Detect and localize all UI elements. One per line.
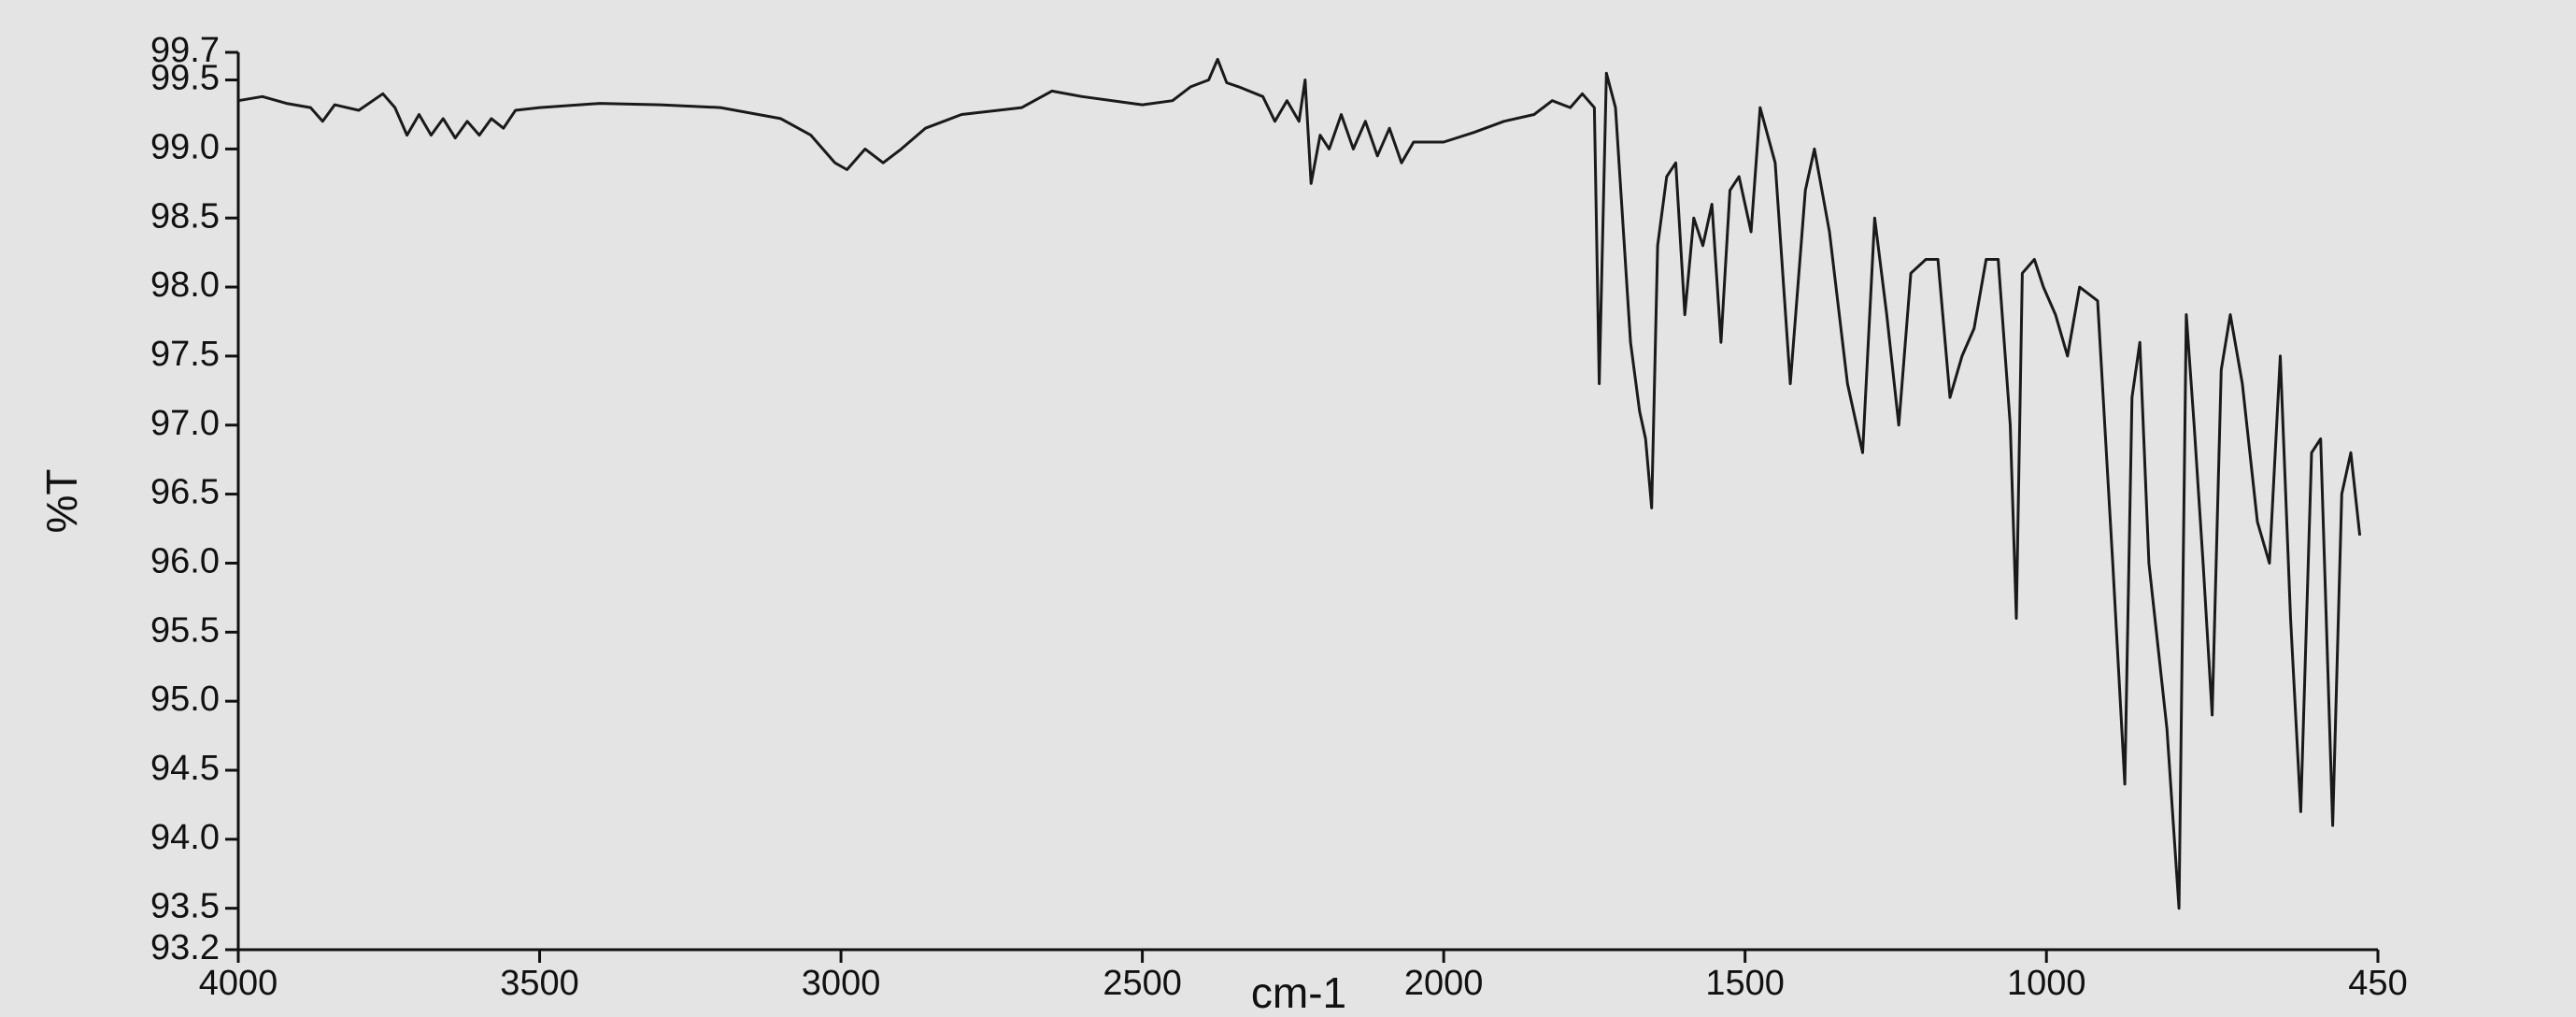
y-tick-label: 99.7 <box>150 31 220 70</box>
x-tick-label: 2000 <box>1404 964 1484 1003</box>
y-axis-title: %T <box>37 469 86 534</box>
y-tick-label: 96.0 <box>150 541 220 580</box>
y-tick-label: 96.5 <box>150 473 220 512</box>
spectrum-line <box>237 57 2362 910</box>
x-tick-label: 4000 <box>199 964 278 1003</box>
y-tick-label: 98.0 <box>150 265 220 305</box>
x-tick-label: 450 <box>2348 964 2407 1003</box>
y-tick-label: 97.0 <box>150 404 220 443</box>
y-tick-label: 99.5 <box>150 59 220 98</box>
y-tick-label: 94.5 <box>150 749 220 788</box>
y-tick-label: 93.5 <box>150 887 220 926</box>
x-tick-label: 1500 <box>1705 964 1785 1003</box>
y-tick-label: 93.2 <box>150 928 220 967</box>
y-tick-label: 97.5 <box>150 335 220 374</box>
x-tick-label: 3000 <box>802 964 881 1003</box>
y-tick-label: 99.0 <box>150 127 220 166</box>
x-tick-label: 3500 <box>500 964 579 1003</box>
x-axis-title: cm-1 <box>1251 968 1346 1017</box>
x-tick-label: 2500 <box>1103 964 1182 1003</box>
y-tick-label: 94.0 <box>150 818 220 857</box>
x-tick-label: 1000 <box>2007 964 2086 1003</box>
y-tick-label: 95.5 <box>150 610 220 650</box>
y-tick-label: 95.0 <box>150 680 220 719</box>
y-tick-label: 98.5 <box>150 196 220 236</box>
